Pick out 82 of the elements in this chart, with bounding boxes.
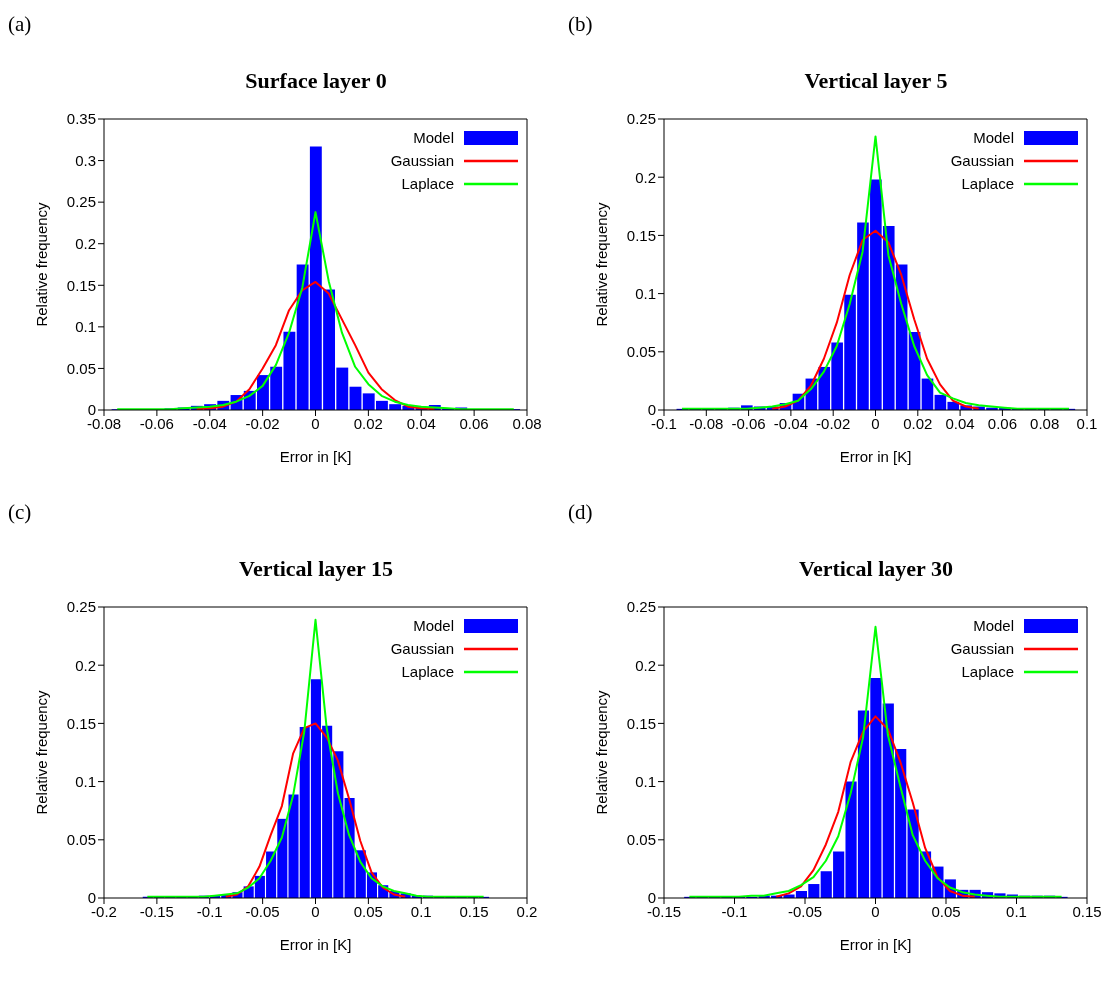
- legend-label: Laplace: [961, 175, 1014, 192]
- x-tick-label: 0.06: [987, 414, 1017, 432]
- y-tick-label: 0.25: [66, 193, 96, 211]
- x-axis-title: Error in [K]: [839, 936, 912, 953]
- x-tick-label: 0.1: [1076, 414, 1098, 432]
- x-tick-label: 0.1: [410, 902, 432, 920]
- y-tick-label: 0.1: [75, 318, 96, 336]
- x-tick-label: -0.05: [245, 902, 280, 920]
- y-tick-label: 0.15: [66, 714, 96, 732]
- x-tick-label: 0: [871, 902, 880, 920]
- chart-title: Vertical layer 30: [798, 556, 954, 582]
- legend-label: Model: [973, 617, 1014, 634]
- x-tick-label: 0.08: [1030, 414, 1060, 432]
- x-tick-label: 0.05: [353, 902, 383, 920]
- y-tick-label: 0.3: [75, 151, 96, 169]
- chart-title: Vertical layer 5: [803, 68, 949, 94]
- y-tick-label: 0.2: [635, 168, 656, 186]
- x-tick-label: -0.15: [139, 902, 174, 920]
- x-tick-label: -0.08: [689, 414, 724, 432]
- text: (b): [568, 12, 593, 37]
- x-tick-label: 0.04: [945, 414, 975, 432]
- legend-label: Laplace: [401, 663, 454, 680]
- y-tick-label: 0.2: [75, 235, 96, 253]
- x-axis-title: Error in [K]: [279, 448, 352, 465]
- x-tick-label: 0.15: [1072, 902, 1102, 920]
- legend-label: Model: [413, 617, 454, 634]
- text: (d): [568, 500, 593, 525]
- y-tick-label: 0.35: [66, 110, 96, 128]
- y-tick-label: 0.25: [66, 598, 96, 616]
- y-tick-label: 0.2: [635, 656, 656, 674]
- y-tick-label: 0.1: [75, 772, 96, 790]
- x-axis-title: Error in [K]: [839, 448, 912, 465]
- y-axis-title: Relative frequency: [593, 201, 611, 327]
- x-tick-label: 0.15: [459, 902, 489, 920]
- text: (a): [8, 12, 32, 37]
- x-tick-label: 0: [311, 902, 320, 920]
- y-tick-label: 0.15: [66, 276, 96, 294]
- x-axis-title: Error in [K]: [279, 936, 352, 953]
- x-tick-label: -0.06: [139, 414, 174, 432]
- y-tick-label: 0.1: [635, 284, 656, 302]
- chart-title: Vertical layer 15: [238, 556, 394, 582]
- legend-label: Model: [413, 129, 454, 146]
- y-tick-label: 0.15: [626, 714, 656, 732]
- legend-label: Laplace: [961, 663, 1014, 680]
- y-axis-title: Relative frequency: [33, 689, 51, 815]
- legend-label: Gaussian: [390, 640, 454, 657]
- x-tick-label: -0.1: [196, 902, 223, 920]
- x-tick-label: -0.1: [721, 902, 748, 920]
- x-tick-label: 0: [871, 414, 880, 432]
- legend-label: Model: [973, 129, 1014, 146]
- x-tick-label: -0.04: [773, 414, 808, 432]
- x-tick-label: 0.05: [931, 902, 961, 920]
- x-tick-label: 0.02: [903, 414, 933, 432]
- y-tick-label: 0.1: [635, 772, 656, 790]
- x-tick-label: 0.02: [353, 414, 383, 432]
- chart-title: Surface layer 0: [244, 68, 388, 94]
- x-tick-label: -0.04: [192, 414, 227, 432]
- x-tick-label: -0.02: [245, 414, 280, 432]
- legend-label: Gaussian: [390, 152, 454, 169]
- x-tick-label: 0.04: [406, 414, 436, 432]
- legend-label: Laplace: [401, 175, 454, 192]
- x-tick-label: -0.05: [787, 902, 823, 920]
- x-tick-label: 0.1: [1006, 902, 1027, 920]
- x-tick-label: -0.02: [816, 414, 851, 432]
- legend-label: Gaussian: [950, 152, 1014, 169]
- y-tick-label: 0.05: [626, 831, 656, 849]
- x-tick-label: -0.06: [731, 414, 766, 432]
- y-tick-label: 0.15: [626, 226, 656, 244]
- x-tick-label: 0.08: [512, 414, 542, 432]
- legend-label: Gaussian: [950, 640, 1014, 657]
- text: (c): [8, 500, 32, 525]
- x-tick-label: 0.06: [459, 414, 489, 432]
- y-axis-title: Relative frequency: [593, 689, 611, 815]
- y-tick-label: 0.05: [66, 359, 96, 377]
- x-tick-label: 0: [311, 414, 320, 432]
- y-tick-label: 0.05: [66, 831, 96, 849]
- y-tick-label: 0.25: [626, 598, 656, 616]
- y-axis-title: Relative frequency: [33, 201, 51, 327]
- x-tick-label: 0.2: [516, 902, 538, 920]
- y-tick-label: 0.25: [626, 110, 656, 128]
- y-tick-label: 0.2: [75, 656, 96, 674]
- y-tick-label: 0.05: [626, 343, 656, 361]
